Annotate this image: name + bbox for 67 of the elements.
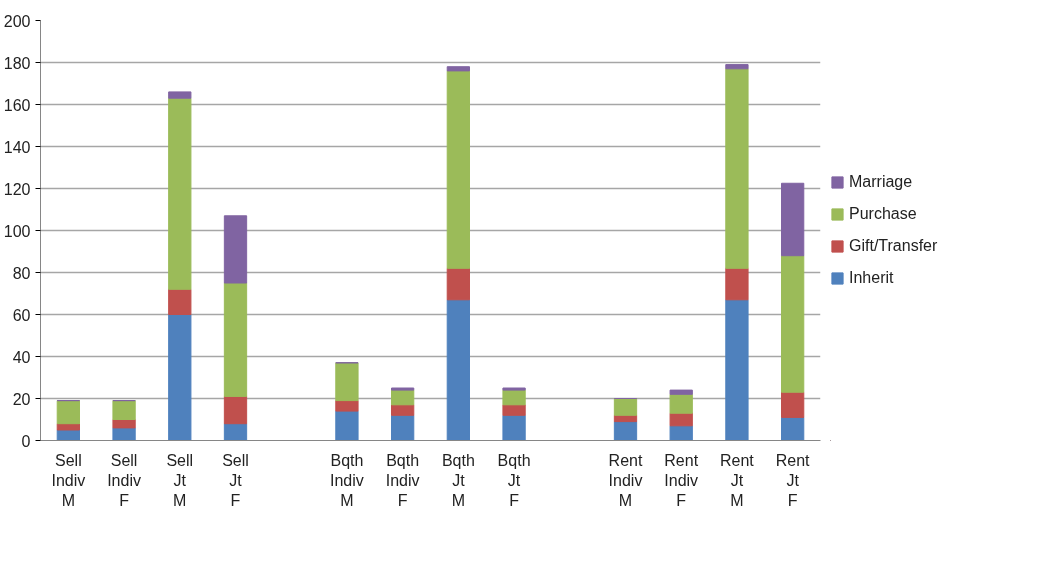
y-tick-label: 60	[12, 306, 31, 324]
bar	[502, 414, 526, 441]
bar	[168, 288, 192, 315]
x-tick-label: Sell Indiv F	[107, 451, 141, 510]
x-tick-label: Sell Jt M	[166, 451, 194, 510]
bar	[725, 68, 749, 269]
y-tick-label: 200	[3, 12, 31, 30]
legend-label: Inherit	[849, 269, 894, 287]
y-tick-label: 0	[21, 432, 31, 450]
y-tick-label: 20	[12, 390, 31, 408]
bar	[781, 255, 805, 393]
y-tick-label: 180	[3, 54, 31, 72]
bar	[725, 299, 749, 441]
bar	[669, 425, 693, 441]
x-tick-label: Sell Indiv M	[51, 451, 86, 510]
bar	[391, 404, 415, 416]
x-tick-label: Rent Jt M	[720, 451, 755, 510]
x-tick-label: Rent Jt F	[775, 451, 811, 510]
bar	[112, 419, 136, 429]
bar	[502, 387, 526, 391]
y-tick-label: 160	[3, 96, 31, 114]
bar	[168, 97, 192, 290]
bar	[223, 395, 248, 425]
legend-label: Marriage	[849, 173, 913, 191]
bar	[223, 215, 248, 284]
bar	[56, 423, 80, 431]
bar	[781, 182, 805, 257]
bar	[446, 299, 470, 441]
bar	[335, 400, 359, 412]
bar	[335, 362, 359, 402]
bar	[56, 400, 80, 425]
x-tick-label: Rent Indiv M	[608, 451, 643, 510]
bar	[446, 70, 470, 269]
x-tick-label: Bqth Indiv M	[330, 451, 364, 510]
bar	[446, 267, 470, 301]
bar	[446, 66, 470, 72]
bar	[168, 91, 192, 99]
bar	[502, 389, 526, 406]
bar	[613, 421, 638, 441]
bar	[112, 400, 136, 420]
y-tick-label: 120	[3, 180, 31, 198]
bar	[613, 398, 638, 416]
bar	[335, 410, 359, 441]
bar	[669, 412, 693, 427]
bar	[781, 391, 805, 418]
bar	[725, 267, 749, 301]
x-tick-label: Bqth Jt F	[497, 451, 531, 510]
bar	[391, 387, 415, 391]
bar	[223, 423, 248, 441]
bar	[725, 64, 749, 70]
bar	[391, 414, 415, 441]
bar	[781, 416, 805, 441]
y-tick-label: 80	[12, 264, 31, 282]
y-tick-label: 140	[3, 138, 31, 156]
bar	[669, 389, 693, 395]
x-tick-label: Bqth Jt M	[441, 451, 475, 510]
legend-label: Gift/Transfer	[849, 237, 938, 255]
bar	[502, 404, 526, 416]
bar	[669, 393, 693, 414]
y-tick-label: 40	[12, 348, 31, 366]
legend-label: Purchase	[849, 205, 917, 223]
x-tick-label: Rent Indiv F	[664, 451, 699, 510]
y-tick-label: 100	[3, 222, 31, 240]
x-tick-label: Bqth Indiv F	[385, 451, 420, 510]
bar	[168, 314, 192, 441]
x-tick-label: Sell Jt F	[222, 451, 249, 510]
bar	[223, 282, 248, 397]
